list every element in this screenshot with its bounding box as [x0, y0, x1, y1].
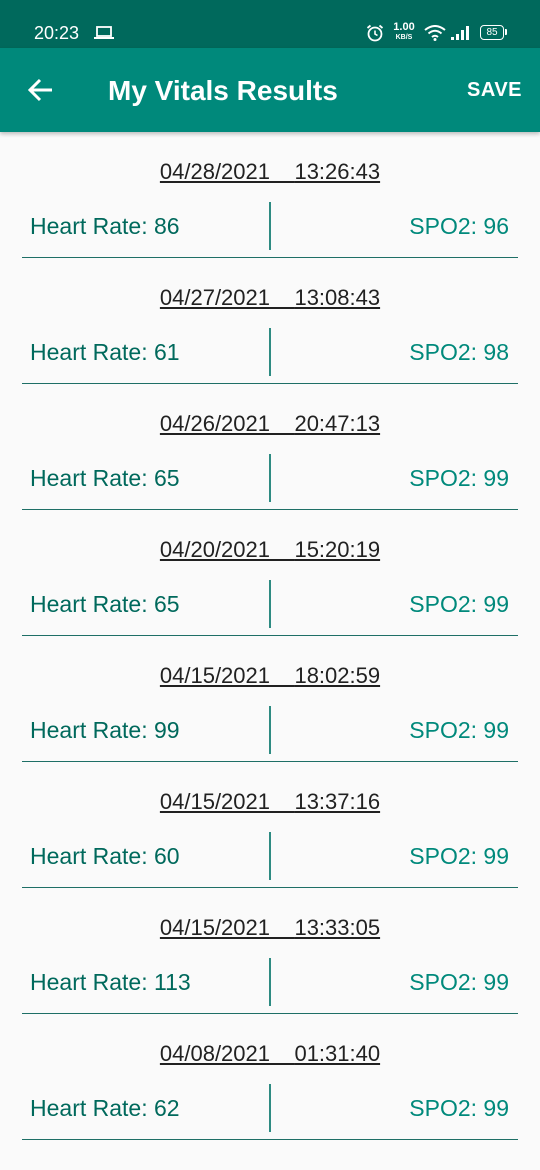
vertical-divider: [269, 1084, 271, 1132]
list-item[interactable]: 04/08/2021 01:31:40 Heart Rate: 62 SPO2: 9…: [0, 1028, 540, 1154]
save-button[interactable]: SAVE: [467, 79, 522, 101]
row-divider: [22, 887, 518, 888]
alarm-icon: [366, 24, 384, 42]
row-divider: [22, 1139, 518, 1140]
spo2-value: SPO2: 99: [409, 465, 509, 491]
result-date: 04/08/2021: [159, 1041, 270, 1066]
heart-rate-value: Heart Rate: 113: [30, 969, 191, 995]
status-bar: 20:23 1.00 KB/S 85: [0, 0, 540, 48]
wifi-icon: [424, 25, 446, 41]
spo2-value: SPO2: 98: [409, 339, 509, 365]
result-datetime: 04/28/2021 13:26:43: [0, 158, 540, 186]
heart-rate-value: Heart Rate: 65: [30, 591, 180, 617]
vertical-divider: [269, 454, 271, 502]
spo2-value: SPO2: 99: [409, 717, 509, 743]
signal-icon: [450, 25, 470, 41]
row-divider: [22, 257, 518, 258]
result-time: 18:02:59: [294, 663, 381, 688]
network-speed-value: 1.00: [393, 21, 415, 33]
spo2-value: SPO2: 99: [409, 843, 509, 869]
result-datetime: 04/15/2021 13:33:05: [0, 914, 540, 942]
battery-icon: 85: [480, 25, 504, 40]
list-item[interactable]: 04/28/2021 13:26:43 Heart Rate: 86 SPO2: 9…: [0, 146, 540, 272]
row-divider: [22, 635, 518, 636]
vertical-divider: [269, 580, 271, 628]
result-datetime: 04/08/2021 01:31:40: [0, 1040, 540, 1068]
result-date: 04/20/2021: [159, 537, 270, 562]
spo2-value: SPO2: 99: [409, 969, 509, 995]
spo2-value: SPO2: 99: [409, 591, 509, 617]
laptop-icon: [94, 26, 114, 40]
result-time: 13:37:16: [294, 789, 381, 814]
row-divider: [22, 509, 518, 510]
result-time: 15:20:19: [294, 537, 381, 562]
list-item[interactable]: 04/20/2021 15:20:19 Heart Rate: 65 SPO2: 9…: [0, 524, 540, 650]
list-item[interactable]: 04/15/2021 13:33:05 Heart Rate: 113 SPO2: …: [0, 902, 540, 1028]
result-time: 13:33:05: [294, 915, 381, 940]
network-speed-unit: KB/S: [395, 34, 413, 41]
heart-rate-value: Heart Rate: 61: [30, 339, 180, 365]
spo2-value: SPO2: 99: [409, 1095, 509, 1121]
row-divider: [22, 383, 518, 384]
list-item[interactable]: 04/15/2021 13:37:16 Heart Rate: 60 SPO2: 9…: [0, 776, 540, 902]
result-date: 04/15/2021: [159, 915, 270, 940]
list-item[interactable]: 04/27/2021 13:08:43 Heart Rate: 61 SPO2: 9…: [0, 272, 540, 398]
row-divider: [22, 1013, 518, 1014]
page-title: My Vitals Results: [108, 75, 338, 106]
app-bar: My Vitals Results SAVE: [0, 48, 540, 132]
list-item[interactable]: 04/15/2021 18:02:59 Heart Rate: 99 SPO2: 9…: [0, 650, 540, 776]
vertical-divider: [269, 832, 271, 880]
vertical-divider: [269, 202, 271, 250]
result-date: 04/15/2021: [159, 789, 270, 814]
list-item[interactable]: 04/26/2021 20:47:13 Heart Rate: 65 SPO2: 9…: [0, 398, 540, 524]
vertical-divider: [269, 706, 271, 754]
result-time: 13:08:43: [294, 285, 381, 310]
vertical-divider: [269, 958, 271, 1006]
heart-rate-value: Heart Rate: 65: [30, 465, 180, 491]
back-button[interactable]: [22, 70, 62, 110]
result-time: 20:47:13: [294, 411, 381, 436]
result-time: 13:26:43: [294, 159, 381, 184]
result-date: 04/27/2021: [159, 285, 270, 310]
result-date: 04/15/2021: [159, 663, 270, 688]
result-datetime: 04/15/2021 18:02:59: [0, 662, 540, 690]
spo2-value: SPO2: 96: [409, 213, 509, 239]
result-datetime: 04/20/2021 15:20:19: [0, 536, 540, 564]
result-datetime: 04/15/2021 13:37:16: [0, 788, 540, 816]
result-datetime: 04/26/2021 20:47:13: [0, 410, 540, 438]
heart-rate-value: Heart Rate: 86: [30, 213, 180, 239]
vitals-results-list[interactable]: 04/28/2021 13:26:43 Heart Rate: 86 SPO2: 9…: [0, 146, 540, 1154]
result-date: 04/28/2021: [159, 159, 270, 184]
battery-tip: [505, 29, 507, 35]
heart-rate-value: Heart Rate: 99: [30, 717, 180, 743]
row-divider: [22, 761, 518, 762]
arrow-left-icon: [28, 78, 52, 102]
vertical-divider: [269, 328, 271, 376]
heart-rate-value: Heart Rate: 62: [30, 1095, 180, 1121]
result-date: 04/26/2021: [159, 411, 270, 436]
result-datetime: 04/27/2021 13:08:43: [0, 284, 540, 312]
result-time: 01:31:40: [294, 1041, 381, 1066]
network-speed: 1.00 KB/S: [391, 21, 417, 42]
heart-rate-value: Heart Rate: 60: [30, 843, 180, 869]
status-time: 20:23: [34, 23, 80, 43]
